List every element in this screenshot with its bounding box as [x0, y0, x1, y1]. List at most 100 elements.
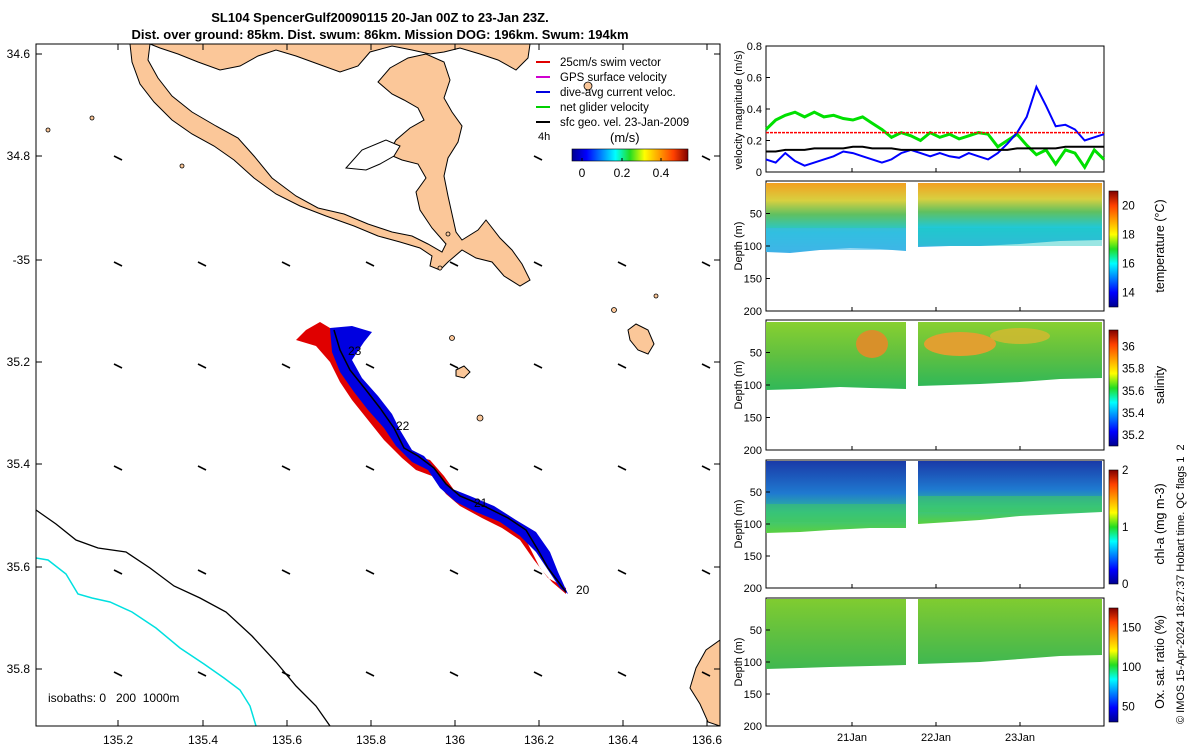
- velocity-vector: [617, 261, 627, 267]
- velocity-vector: [533, 569, 543, 575]
- colorbar-tick: 0: [1122, 579, 1128, 591]
- velocity-vector: [365, 671, 375, 677]
- colorbar-label: Ox. sat. ratio (%): [1153, 615, 1167, 709]
- oxygen-field-seg1: [766, 599, 906, 669]
- map-colorbar-tick: 0.2: [614, 166, 631, 180]
- land-island-3: [344, 139, 401, 171]
- oxygen-panel: [765, 597, 1105, 727]
- land-island-2: [455, 365, 471, 379]
- colorbar-label: temperature (°C): [1153, 199, 1167, 292]
- legend-entry: 25cm/s swim vector: [560, 57, 661, 69]
- profile-y-tick: 200: [744, 721, 762, 733]
- map-x-axis: 135.2 135.4 135.6 135.8 136 136.2 136.4 136.6: [103, 44, 722, 747]
- legend-entry: dive-avg current veloc.: [560, 87, 676, 99]
- velocity-y-tick: 0.4: [747, 104, 762, 116]
- map-colorbar-tick: 0.4: [653, 166, 670, 180]
- velocity-vector: [533, 155, 543, 161]
- velocity-y-tick: 0.8: [747, 41, 762, 53]
- isobath-200m: [36, 557, 257, 726]
- footer-credit: © IMOS 15-Apr-2024 18:27:37 Hobart time.…: [1175, 444, 1187, 724]
- velocity-panel: 0 0.2 0.4 0.6 0.8 velocity magnitude (m/s): [733, 41, 1106, 179]
- velocity-y-tick: 0.2: [747, 136, 762, 148]
- land-yorke-tip: [689, 639, 720, 726]
- oxygen-field-seg2: [918, 599, 1102, 664]
- track-label-23: 23: [348, 344, 362, 358]
- colorbar-tick: 150: [1122, 623, 1141, 635]
- velocity-vector: [197, 465, 207, 471]
- temperature-cold-band-2: [918, 228, 1102, 246]
- map-x-tick-label: 135.8: [356, 733, 386, 747]
- map-x-tick-label: 136.6: [692, 733, 722, 747]
- chart-title-line2: Dist. over ground: 85km. Dist. swum: 86k…: [131, 27, 629, 42]
- profile-y-tick: 150: [744, 413, 762, 425]
- velocity-series-line: [764, 110, 1106, 171]
- land-eyre-peninsula: [129, 44, 531, 287]
- velocity-vector: [533, 363, 543, 369]
- profile-y-tick: 200: [744, 306, 762, 318]
- map-x-tick-label: 136.2: [524, 733, 554, 747]
- velocity-y-tick: 0: [756, 167, 762, 179]
- profile-colorbar: [1108, 607, 1119, 723]
- velocity-vector: [197, 569, 207, 575]
- track-label-21: 21: [474, 496, 488, 510]
- velocity-vector: [197, 363, 207, 369]
- velocity-vector: [533, 671, 543, 677]
- profile-y-tick: 200: [744, 583, 762, 595]
- velocity-vector: [701, 363, 711, 369]
- velocity-vector: [197, 261, 207, 267]
- profile-y-tick: 50: [750, 348, 762, 360]
- map-x-tick-label: 135.6: [272, 733, 302, 747]
- velocity-vector: [533, 465, 543, 471]
- map-y-tick-label: 35.4: [7, 457, 31, 471]
- profile-y-tick: 50: [750, 209, 762, 221]
- colorbar-tick: 18: [1122, 230, 1135, 242]
- velocity-vector: [365, 465, 375, 471]
- velocity-vector: [533, 261, 543, 267]
- track-label-22: 22: [396, 419, 410, 433]
- colorbar-tick: 16: [1122, 259, 1135, 271]
- velocity-vector: [617, 569, 627, 575]
- profile-colorbar: [1108, 469, 1119, 585]
- map-colorbar-tick: 0: [579, 166, 586, 180]
- colorbar-tick: 35.6: [1122, 386, 1144, 398]
- profile-ylabel: Depth (m): [733, 361, 745, 410]
- profile-y-tick: 150: [744, 274, 762, 286]
- map-y-tick-label: 34.6: [7, 47, 31, 61]
- profile-ylabel: Depth (m): [733, 638, 745, 687]
- velocity-vector: [113, 465, 123, 471]
- velocity-vector: [449, 569, 459, 575]
- map-colorbar-label: (m/s): [610, 130, 640, 145]
- colorbar-label: salinity: [1153, 365, 1167, 404]
- velocity-vector: [701, 569, 711, 575]
- colorbar-label: chl-a (mg m-3): [1153, 483, 1167, 564]
- map-y-tick-label: 34.8: [7, 149, 31, 163]
- velocity-vector: [365, 569, 375, 575]
- track-label-20: 20: [576, 583, 590, 597]
- velocity-vector: [701, 261, 711, 267]
- colorbar-tick: 20: [1122, 201, 1135, 213]
- land-eyre-peninsula-north: [149, 44, 531, 73]
- velocity-vector: [617, 671, 627, 677]
- temperature-panel: [765, 180, 1105, 312]
- chl-max-band: [918, 496, 1102, 512]
- profile-y-tick: 200: [744, 445, 762, 457]
- velocity-vector: [281, 261, 291, 267]
- legend-entry: sfc geo. vel. 23-Jan-2009: [560, 117, 689, 129]
- velocity-vector: [281, 671, 291, 677]
- temperature-cold-band: [766, 228, 906, 250]
- velocity-vector: [113, 155, 123, 161]
- chart-title-line1: SL104 SpencerGulf20090115 20-Jan 00Z to …: [211, 10, 549, 25]
- velocity-vector: [113, 261, 123, 267]
- colorbar-tick: 1: [1122, 522, 1128, 534]
- velocity-vector: [449, 363, 459, 369]
- salinity-field-seg1: [766, 322, 906, 390]
- time-x-tick: 22Jan: [921, 732, 951, 744]
- profile-y-tick: 50: [750, 625, 762, 637]
- track-red-swim: [296, 322, 566, 594]
- track-black-path: [333, 329, 567, 593]
- velocity-vector: [281, 569, 291, 575]
- surface-velocity-vectors: [113, 155, 711, 677]
- velocity-series-line: [765, 84, 1105, 167]
- glider-track: [296, 322, 568, 594]
